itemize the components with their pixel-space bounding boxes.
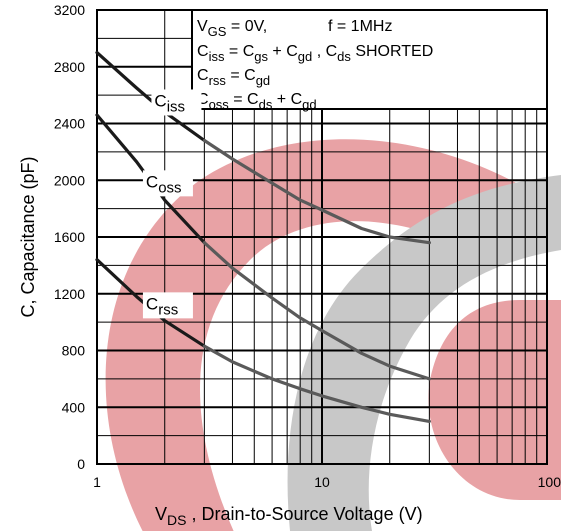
x-tick-label: 100 [538,474,561,490]
watermark-red-blob [428,300,561,500]
y-axis-label: C, Capacitance (pF) [18,156,38,317]
legend-line-4: Coss​ = Cds​ + Cgd​ [197,91,317,112]
curve-label-crss: Crss​ [146,294,178,318]
y-tick-label: 2800 [54,59,85,75]
legend-box: VGS​ = 0V, f = 1MHz Ciss​ = Cgs​ + Cgd​ , … [191,9,548,112]
legend-line-3: Crss​ = Cgd​ [197,67,270,88]
legend-line-1-freq: f = 1MHz [328,18,392,35]
curve-ciss-segment-2 [202,138,431,245]
y-tick-label: 1200 [54,286,85,302]
y-tick-label: 3200 [54,2,85,18]
curve-coss-segment-2 [202,241,431,381]
y-tick-label: 2400 [54,116,85,132]
curve-label-bg [142,292,193,319]
curve-label-bg [142,170,193,197]
curve-labels: Ciss​ Coss​ Crss​ [142,89,202,319]
curve-ciss-segment-1 [95,51,206,143]
y-tick-label: 0 [77,456,85,472]
x-tick-label: 1 [93,474,101,490]
curve-label-coss: Coss​ [146,172,182,196]
curve-label-ciss: Ciss​ [154,91,185,115]
watermark-gray-swoosh [287,175,561,531]
y-tick-label: 1600 [54,229,85,245]
axis-labels: VDS​ , Drain-to-Source Voltage (V) C, Cap… [18,156,423,528]
legend-line-1: VGS​ = 0V, [197,18,267,39]
y-tick-label: 2000 [54,172,85,188]
y-tick-label: 400 [62,399,86,415]
curve-crss-segment-2 [202,344,431,423]
legend-frame [191,9,548,110]
x-axis-label: VDS​ , Drain-to-Source Voltage (V) [155,504,423,528]
legend-line-2: Ciss​ = Cgs​ + Cgd​ , Cds​ SHORTED [197,43,433,64]
tick-labels: 0 400 800 1200 1600 2000 2400 2800 3200 1 10 100 [54,2,561,490]
curves [95,51,431,423]
watermark [105,139,561,531]
x-tick-label: 10 [314,474,330,490]
y-tick-label: 800 [62,343,86,359]
curve-label-bg [151,89,202,116]
